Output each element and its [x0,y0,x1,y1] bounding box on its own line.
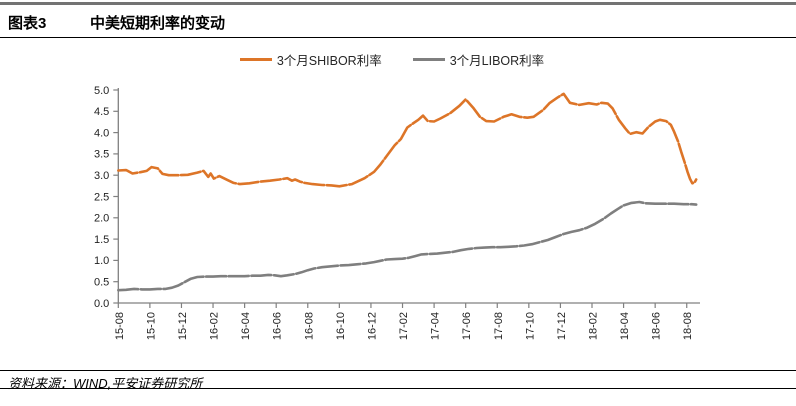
x-tick-label: 16-04 [240,312,252,340]
y-tick-label: 2.0 [94,213,109,225]
x-tick-label: 16-10 [335,312,347,340]
x-tick-label: 17-08 [493,312,505,340]
libor-line [117,200,698,292]
figure-tag: 图表3 [8,15,47,32]
top-rule [0,2,796,5]
x-tick-label: 15-10 [145,312,157,340]
x-tick-label: 16-12 [366,312,378,340]
y-tick-label: 3.0 [94,170,109,182]
y-tick-label: 2.5 [94,191,109,203]
x-tick-label: 17-04 [430,312,442,340]
y-tick-label: 0.0 [94,298,109,310]
x-tick-label: 15-12 [177,312,189,340]
legend-item-shibor: 3个月SHIBOR利率 [239,50,382,69]
x-tick-label: 15-08 [114,312,126,340]
x-tick-label: 18-08 [682,312,694,340]
axes [117,88,700,304]
y-tick-label: 4.0 [94,127,109,139]
footer-rule-top [0,370,796,372]
chart-header: 图表3 中美短期利率的变动 [8,12,225,33]
x-tick-label: 17-06 [461,312,473,340]
y-tick-label: 1.0 [94,255,109,267]
x-tick-label: 16-02 [209,312,221,340]
header-underline [0,37,796,38]
source-note: 资料来源：WIND,平安证券研究所 [8,375,203,391]
y-tick-label: 0.5 [94,277,109,289]
shibor-line-swatch [239,58,272,61]
x-tick-label: 16-06 [272,312,284,340]
x-tick-label: 16-08 [303,312,315,340]
legend-label-libor: 3个月LIBOR利率 [449,54,545,68]
y-tick-label: 5.0 [94,85,109,97]
footer-rule-bottom [0,388,796,390]
legend-label-shibor: 3个月SHIBOR利率 [276,54,382,68]
x-tick-label: 18-04 [619,312,631,340]
y-tick-label: 4.5 [94,106,109,118]
y-tick-label: 1.5 [94,234,109,246]
page-title: 中美短期利率的变动 [90,15,226,32]
x-tick-label: 18-06 [651,312,663,340]
legend-item-libor: 3个月LIBOR利率 [412,50,545,69]
libor-line-swatch [412,58,445,61]
chart-legend: 3个月SHIBOR利率 3个月LIBOR利率 [0,50,784,69]
y-tick-label: 3.5 [94,149,109,161]
x-tick-label: 17-12 [556,312,568,340]
x-tick-label: 18-02 [588,312,600,340]
x-tick-label: 17-10 [524,312,536,340]
x-tick-label: 17-02 [398,312,410,340]
shibor-line [117,92,698,188]
